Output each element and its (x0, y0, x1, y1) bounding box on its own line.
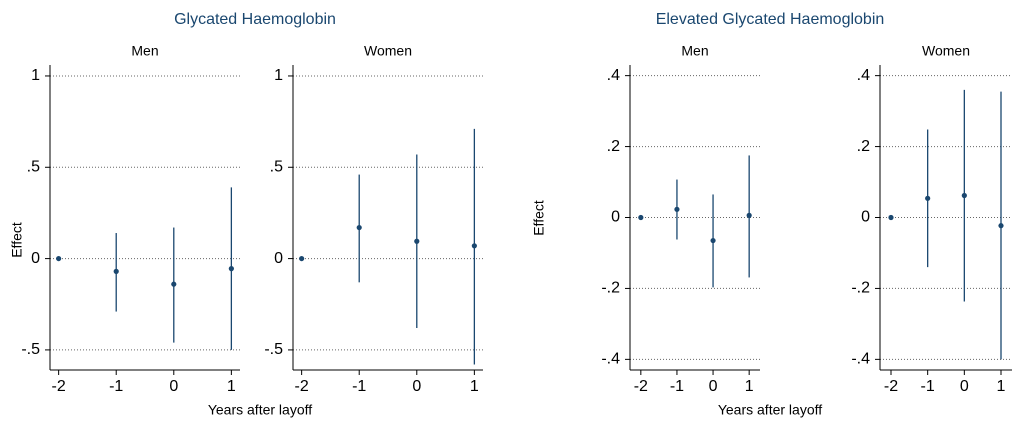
y-axis-label: Effect (531, 200, 547, 236)
point (961, 192, 967, 199)
x-axis-label: Years after layoff (718, 402, 822, 418)
panel-title: Men (681, 43, 708, 59)
x-tick-label: -1 (670, 378, 684, 395)
y-tick-label: .5 (27, 158, 40, 175)
point (888, 214, 894, 221)
y-tick-label: 0 (611, 209, 620, 226)
y-tick-label: 1 (274, 67, 283, 84)
x-tick-label: 0 (960, 378, 969, 395)
y-axis-label: Effect (9, 222, 25, 258)
x-tick-label: 0 (169, 378, 178, 395)
y-tick-label: -.2 (601, 280, 620, 297)
chart-title: Elevated Glycated Haemoglobin (656, 11, 885, 28)
point (356, 224, 362, 231)
point (228, 266, 234, 272)
x-tick-label: -1 (109, 378, 123, 395)
y-tick-label: -.5 (21, 341, 40, 358)
point (471, 243, 477, 249)
panel-title: Women (922, 43, 970, 59)
y-tick-label: 0 (31, 250, 40, 267)
x-tick-label: 0 (709, 378, 718, 395)
point (746, 212, 752, 218)
y-tick-label: -.2 (851, 280, 870, 297)
x-tick-label: -2 (52, 378, 66, 395)
chart-title: Glycated Haemoglobin (174, 11, 336, 28)
y-tick-label: 1 (31, 67, 40, 84)
y-tick-label: .5 (270, 158, 283, 175)
point (710, 237, 716, 244)
point (171, 281, 177, 287)
x-tick-label: 1 (227, 378, 236, 395)
panel-title: Women (364, 43, 412, 59)
point (674, 206, 680, 212)
y-tick-label: .4 (857, 67, 870, 84)
point (414, 238, 420, 244)
x-tick-label: -1 (352, 378, 366, 395)
point (299, 255, 305, 262)
x-tick-label: 1 (997, 378, 1006, 395)
point (998, 223, 1004, 229)
y-tick-label: .2 (857, 138, 870, 155)
y-tick-label: 0 (861, 209, 870, 226)
point (56, 255, 62, 262)
point (113, 268, 119, 274)
x-tick-label: 0 (412, 378, 421, 395)
x-tick-label: -2 (295, 378, 309, 395)
y-tick-label: 0 (274, 250, 283, 267)
y-tick-label: .4 (607, 67, 620, 84)
x-tick-label: -2 (634, 378, 648, 395)
y-tick-label: -.4 (601, 351, 620, 368)
x-tick-label: 1 (745, 378, 754, 395)
y-tick-label: .2 (607, 138, 620, 155)
x-tick-label: -1 (921, 378, 935, 395)
point (638, 214, 644, 221)
y-tick-label: -.4 (851, 351, 870, 368)
panel-title: Men (131, 43, 158, 59)
point (925, 195, 931, 201)
x-axis-label: Years after layoff (208, 402, 312, 418)
x-tick-label: -2 (884, 378, 898, 395)
x-tick-label: 1 (470, 378, 479, 395)
y-tick-label: -.5 (264, 341, 283, 358)
